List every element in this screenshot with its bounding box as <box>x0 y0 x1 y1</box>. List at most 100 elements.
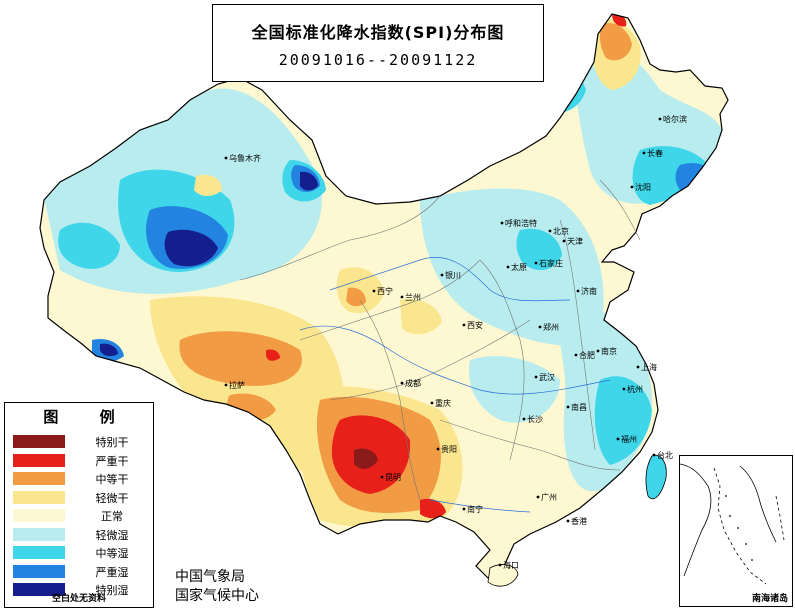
legend-swatch <box>13 472 65 485</box>
rivers <box>299 257 611 513</box>
city-label: 拉萨 <box>229 380 245 390</box>
city-marker <box>522 417 526 421</box>
city-label: 石家庄 <box>539 258 563 268</box>
legend-label: 轻微干 <box>95 491 129 505</box>
city-label: 武汉 <box>539 372 555 382</box>
province-borders <box>239 179 641 501</box>
city-label: 呼和浩特 <box>505 218 537 228</box>
city-marker <box>652 453 656 457</box>
city-marker <box>616 437 620 441</box>
city-marker <box>400 295 404 299</box>
city-marker <box>462 507 466 511</box>
city-label: 海口 <box>503 560 519 570</box>
city-label: 南京 <box>601 346 617 356</box>
city-marker <box>562 239 566 243</box>
city-marker <box>498 563 502 567</box>
city-marker <box>596 349 600 353</box>
legend-item: 特别湿 <box>13 581 149 599</box>
city-label: 广州 <box>541 492 557 502</box>
legend-swatch <box>13 490 65 504</box>
date-range: 20091016--20091122 <box>278 51 478 69</box>
legend-item: 严重湿 <box>13 563 149 581</box>
city-label: 兰州 <box>405 292 421 302</box>
legend-item: 严重干 <box>13 452 149 470</box>
city-label: 天津 <box>567 236 583 246</box>
legend-label: 正常 <box>101 510 123 523</box>
legend-item: 中等干 <box>13 470 149 488</box>
city-label: 西宁 <box>377 286 393 296</box>
city-label: 济南 <box>581 286 597 296</box>
city-label: 长春 <box>647 148 663 158</box>
south-china-sea-inset: 南海诸岛 <box>679 455 793 607</box>
city-label: 成都 <box>405 378 421 388</box>
legend-note: 空白处无资料 <box>51 594 106 604</box>
city-marker <box>380 475 384 479</box>
city-label: 杭州 <box>627 384 643 394</box>
city-marker <box>630 185 634 189</box>
inset-map <box>679 463 785 585</box>
legend-swatch <box>13 453 65 467</box>
city-marker <box>500 221 504 225</box>
legend-swatch <box>13 583 65 596</box>
city-marker <box>636 365 640 369</box>
city-label: 贵阳 <box>441 444 457 454</box>
city-label: 乌鲁木齐 <box>229 153 261 163</box>
city-marker <box>566 519 570 523</box>
city-label: 重庆 <box>435 398 451 408</box>
city-marker <box>462 323 466 327</box>
city-label: 昆明 <box>385 473 401 482</box>
title-box: 全国标准化降水指数(SPI)分布图 20091016--20091122 <box>212 4 544 82</box>
inset-label: 南海诸岛 <box>751 594 788 604</box>
org-ncc: 国家气候中心 <box>175 588 259 604</box>
city-marker <box>440 273 444 277</box>
legend-label: 特别湿 <box>95 584 129 597</box>
legend-swatch <box>13 435 65 448</box>
legend-swatch <box>13 509 65 522</box>
city-label: 北京 <box>553 226 569 236</box>
legend-label: 轻微湿 <box>95 528 129 542</box>
city-marker <box>538 325 542 329</box>
city-label: 香港 <box>571 516 587 526</box>
legend-item: 轻微湿 <box>13 526 149 544</box>
city-label: 郑州 <box>543 322 559 332</box>
legend-title: 图 例 <box>43 408 133 426</box>
city-marker <box>548 229 552 233</box>
city-marker <box>224 383 228 387</box>
city-marker <box>574 353 578 357</box>
legend-label: 中等干 <box>95 473 129 486</box>
legend-swatch <box>13 546 65 559</box>
city-marker <box>224 156 228 160</box>
city-marker <box>400 381 404 385</box>
legend-item: 轻微干 <box>13 489 149 507</box>
city-label: 长沙 <box>527 414 543 424</box>
legend-label: 中等湿 <box>95 547 129 560</box>
city-marker <box>534 261 538 265</box>
legend-item: 正常 <box>13 507 149 525</box>
city-marker <box>658 117 662 121</box>
city-label: 沈阳 <box>635 182 651 192</box>
city-label: 银川 <box>445 270 461 280</box>
legend-label: 严重湿 <box>95 565 129 579</box>
city-label: 哈尔滨 <box>663 114 687 124</box>
city-marker <box>430 401 434 405</box>
city-label: 台北 <box>657 450 673 460</box>
legend-item: 中等湿 <box>13 544 149 562</box>
city-marker <box>372 289 376 293</box>
city-label: 上海 <box>641 362 657 372</box>
map-title: 全国标准化降水指数(SPI)分布图 <box>251 23 505 42</box>
city-marker <box>506 265 510 269</box>
city-marker <box>534 375 538 379</box>
legend: 图 例 特别干严重干中等干轻微干正常轻微湿中等湿严重湿特别湿 空白处无资料 <box>4 402 154 608</box>
legend-item: 特别干 <box>13 433 149 451</box>
city-marker <box>642 151 646 155</box>
city-label: 西安 <box>467 320 483 330</box>
city-marker <box>576 289 580 293</box>
legend-label: 严重干 <box>95 454 129 468</box>
org-cma: 中国气象局 <box>175 569 245 585</box>
city-marker <box>566 405 570 409</box>
city-label: 太原 <box>511 262 527 272</box>
taiwan-island <box>645 454 667 500</box>
city-marker <box>536 495 540 499</box>
